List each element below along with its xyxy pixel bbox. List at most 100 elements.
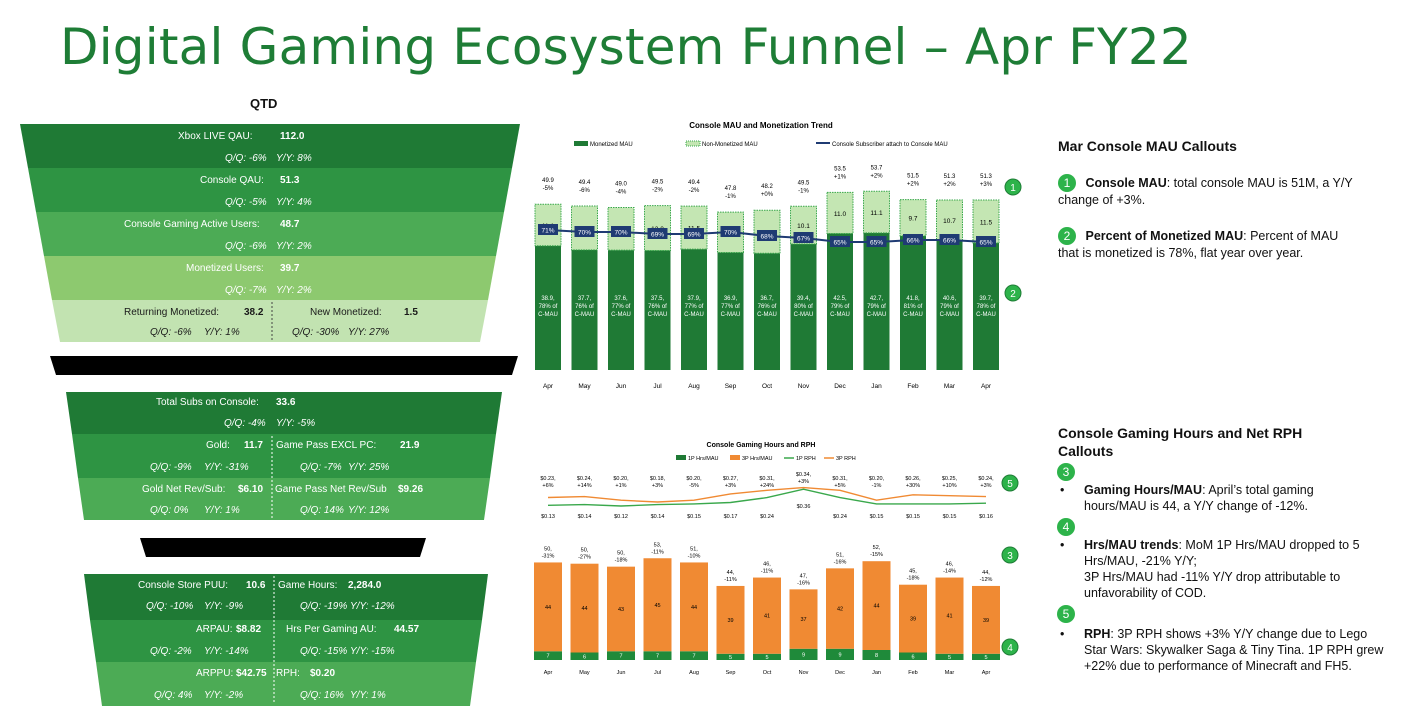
1p-hours-bar (862, 650, 891, 660)
1p-hours-bar (753, 653, 781, 660)
attach-label: 66% (906, 238, 919, 245)
arppu-yy: Y/Y: -2% (204, 690, 244, 701)
gp-rev-qq: Q/Q: 14% (300, 505, 344, 516)
returning-yy: Y/Y: 1% (204, 327, 240, 338)
callout-text: : total console MAU is 51M, a Y/Y change… (1058, 176, 1353, 207)
1p-hours-bar (935, 653, 964, 660)
monetized-pct-suffix: C-MAU (903, 312, 923, 318)
legend-label: Monetized MAU (590, 142, 633, 148)
3p-rph-label: $0.34, (796, 472, 812, 478)
1p-rph-label: $0.15 (687, 514, 701, 520)
3p-hours-label: 44 (545, 605, 551, 611)
monetized-bar (608, 250, 634, 370)
3p-hours-label: 39 (727, 618, 733, 624)
legend-swatch (685, 140, 701, 147)
non-monetized-bar (826, 191, 854, 234)
attach-label: 70% (724, 230, 737, 237)
3p-hours-label: 44 (691, 605, 697, 611)
1p-hours-bar (789, 648, 818, 660)
3p-rph-change: +3% (652, 483, 663, 489)
3p-hours-bar (643, 558, 672, 652)
monetized-bar (717, 252, 744, 370)
monetized-bar (754, 253, 780, 370)
attach-label: 70% (578, 230, 591, 237)
non-monetized-bar (899, 199, 927, 237)
x-tick-label: Oct (762, 383, 772, 390)
total-change-label: -15% (870, 552, 883, 558)
1p-hours-label: 9 (838, 652, 841, 658)
total-label: 51, (836, 552, 844, 558)
total-label: 45, (909, 569, 917, 575)
returning-label: Returning Monetized: (124, 307, 220, 318)
total-change-label: -11% (761, 569, 774, 575)
1p-hours-label: 7 (656, 654, 659, 660)
total-label: 53.7 (871, 165, 883, 171)
monetized-pct-suffix: C-MAU (757, 312, 777, 318)
total-label: 49.4 (688, 180, 700, 186)
total-label: 49.9 (542, 178, 554, 184)
total-change-label: -14% (943, 569, 956, 575)
3p-hours-label: 44 (581, 606, 587, 612)
total-change-label: -12% (980, 577, 993, 583)
1p-rph-label: $0.14 (651, 514, 665, 520)
returning-value: 38.2 (244, 307, 264, 318)
attach-label: 65% (979, 240, 992, 247)
3p-hours-bar (935, 577, 964, 654)
arppu-label: ARPPU: (196, 668, 234, 679)
monetized-pct-label: 81% of (904, 304, 923, 310)
total-change-label: -2% (652, 188, 663, 194)
1p-rph-label: $0.17 (724, 514, 738, 520)
1p-rph-label: $0.24 (833, 514, 847, 520)
monetized-pct-suffix: C-MAU (611, 312, 631, 318)
3p-rph-change: +5% (834, 483, 845, 489)
callout-number: 4 (1057, 518, 1075, 536)
attach-label-box (757, 230, 777, 241)
attach-label-box (976, 236, 996, 247)
3p-hours-label: 41 (764, 614, 770, 620)
total-label: 44, (727, 570, 735, 576)
1p-hours-bar (680, 651, 708, 660)
total-change-label: +2% (907, 182, 920, 188)
total-change-label: +3% (980, 182, 993, 188)
non-monetized-bar (680, 205, 708, 250)
3p-rph-change: +1% (615, 483, 626, 489)
xbox-live-qau-yy: Y/Y: 8% (276, 153, 312, 164)
monetized-bar (535, 245, 561, 370)
attach-label-box (866, 236, 887, 247)
callout-number: 1 (1058, 174, 1076, 192)
attach-label: 65% (833, 240, 846, 247)
total-label: 50, (581, 548, 589, 554)
total-label: 51.3 (944, 174, 956, 180)
x-tick-label: Aug (688, 383, 700, 390)
gold-rev-qq: Q/Q: 0% (150, 505, 189, 516)
non-monetized-bar (972, 199, 1000, 244)
monetized-pct-label: 76% of (758, 304, 777, 310)
x-tick-label: Jul (654, 670, 661, 676)
3p-hours-label: 41 (946, 614, 952, 620)
marker-1-label: 1 (1010, 183, 1016, 194)
non-monetized-label: 10.7 (943, 218, 956, 225)
hours-label: Game Hours: (278, 580, 338, 591)
1p-hours-bar (899, 652, 927, 660)
monetized-pct-suffix: C-MAU (830, 312, 850, 318)
3p-rph-change: +30% (906, 483, 920, 489)
x-tick-label: Sep (726, 670, 736, 676)
monetized-value-label: 37.5, (651, 296, 665, 302)
attach-label-box (903, 234, 923, 245)
console-qau-qq: Q/Q: -5% (225, 197, 267, 208)
monetized-bar (900, 235, 926, 370)
3p-rph-line (547, 486, 987, 503)
total-change-label: +0% (761, 192, 774, 198)
1p-hours-label: 7 (546, 654, 549, 660)
attach-label: 70% (614, 230, 627, 237)
hours-qq: Q/Q: -19% (300, 601, 348, 612)
total-label: 47.8 (725, 186, 737, 192)
3p-rph-change: +3% (980, 483, 991, 489)
x-tick-label: May (578, 383, 591, 390)
returning-qq: Q/Q: -6% (150, 327, 192, 338)
attach-label-box (830, 236, 850, 247)
x-tick-label: Aug (689, 670, 699, 676)
1p-hours-bar (570, 652, 599, 660)
attach-label-box (574, 226, 595, 237)
